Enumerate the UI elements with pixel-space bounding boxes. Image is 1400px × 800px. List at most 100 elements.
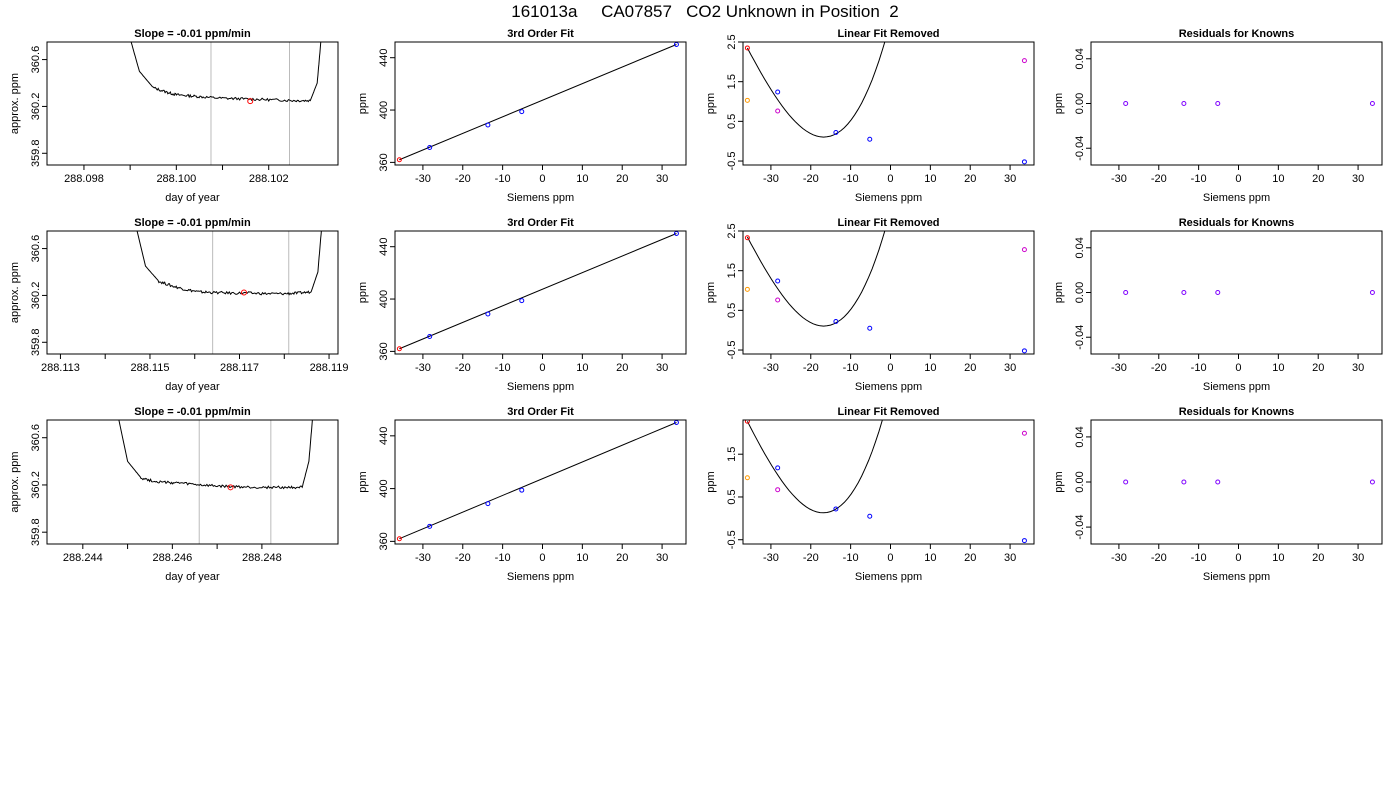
y-axis-label: approx. ppm [9,73,21,134]
data-point [1215,101,1221,106]
x-tick-label: -10 [495,552,511,564]
x-tick-label: -30 [763,173,779,185]
y-axis-label: approx. ppm [9,262,21,323]
sample-average-point [227,484,234,491]
data-point [1215,479,1221,485]
x-tick-label: -30 [763,362,779,374]
data-point [744,45,750,51]
x-tick-label: 0 [1235,362,1241,374]
y-tick-label: 0.5 [726,114,738,129]
x-tick-label: 20 [964,173,976,185]
plot-frame [46,230,339,355]
panel-resid-row1: Residuals for Knowns -30 -20 -10 0 10 20 30 Siem… [1053,28,1383,204]
data-point [427,523,433,529]
y-axis-label: approx. ppm [9,451,21,512]
y-tick-label: 440 [378,238,390,256]
panel-title: Residuals for Knowns [1179,406,1295,418]
y-tick-label: 400 [378,101,390,119]
data-point [775,487,781,493]
y-tick-label: 360.2 [30,282,42,310]
x-tick-label: 10 [924,173,936,185]
x-tick-label: 20 [616,552,628,564]
data-point [1369,290,1375,295]
y-tick-label: 1.5 [726,447,738,462]
panel-resid-row3: Residuals for Knowns -30 -20 -10 0 10 20 30 Siem… [1053,406,1383,583]
x-axis-label: day of year [165,381,220,393]
plot-area [396,231,679,352]
y-tick-label: -0.5 [726,530,738,549]
panel-title: 3rd Order Fit [507,406,574,418]
data-point [1369,479,1375,485]
y-tick-label: 360 [378,532,390,550]
plot-area [1123,290,1375,295]
y-tick-label: 400 [378,290,390,308]
x-tick-label: 10 [576,362,588,374]
x-tick-label: -10 [495,362,511,374]
ppm-trace-line [118,420,313,490]
data-point [775,278,781,284]
data-point [1215,290,1221,295]
y-tick-label: 360.6 [30,46,42,74]
x-axis-label: Siemens ppm [1203,192,1270,204]
data-point [867,325,873,331]
x-tick-label: 0 [887,173,893,185]
x-tick-label: 10 [1272,362,1284,374]
y-tick-label: 360.6 [30,424,42,452]
x-tick-label: 288.248 [242,552,282,564]
y-tick-label: 400 [378,479,390,497]
y-tick-label: 360.6 [30,235,42,263]
x-tick-label: 30 [1004,362,1016,374]
plot-area [396,42,679,163]
plot-area [396,420,679,542]
plot-area [744,231,1027,354]
data-point [519,298,525,304]
x-axis-label: Siemens ppm [855,192,922,204]
plot-frame [46,41,339,166]
y-tick-label: -0.04 [1074,515,1086,540]
y-tick-label: 360.2 [30,93,42,121]
data-point [744,235,750,241]
panel-linear-row2: Linear Fit Removed -30 -20 -10 0 10 20 30 Siemen… [705,217,1035,393]
data-point [1021,430,1027,436]
data-point [396,157,402,163]
data-point [1021,538,1027,544]
x-tick-label: 0 [1235,173,1241,185]
data-point [744,475,750,481]
data-point [775,297,781,303]
x-tick-label: -30 [415,552,431,564]
panel-title: 3rd Order Fit [507,217,574,229]
y-tick-label: -0.5 [726,152,738,171]
y-axis-label: ppm [705,282,717,303]
x-tick-label: -10 [495,173,511,185]
data-point [485,122,491,128]
panel-title: Linear Fit Removed [837,217,939,229]
x-tick-label: 20 [1312,362,1324,374]
residual-curve-line [746,42,886,138]
y-tick-label: -0.04 [1074,136,1086,161]
x-tick-label: 30 [656,552,668,564]
x-tick-label: 288.119 [310,362,349,374]
x-tick-label: 0 [887,362,893,374]
data-point [867,513,873,519]
data-point [1181,290,1187,295]
data-point [1021,247,1027,253]
x-tick-label: -10 [1191,362,1207,374]
x-tick-label: -10 [1191,552,1207,564]
data-point [1181,101,1187,106]
data-point [1123,101,1129,106]
x-tick-label: -20 [1151,173,1167,185]
x-tick-label: 0 [887,552,893,564]
x-tick-label: 20 [616,362,628,374]
x-tick-label: -10 [1191,173,1207,185]
x-tick-label: 288.115 [130,362,169,374]
x-tick-label: -20 [455,552,471,564]
x-tick-label: 30 [1352,173,1364,185]
y-tick-label: 0.00 [1074,471,1086,492]
x-tick-label: 288.244 [63,552,103,564]
y-tick-label: 0.04 [1074,237,1086,258]
x-tick-label: 0 [1235,552,1241,564]
data-point [485,501,491,507]
x-tick-label: 10 [576,173,588,185]
x-axis-label: Siemens ppm [507,571,574,583]
